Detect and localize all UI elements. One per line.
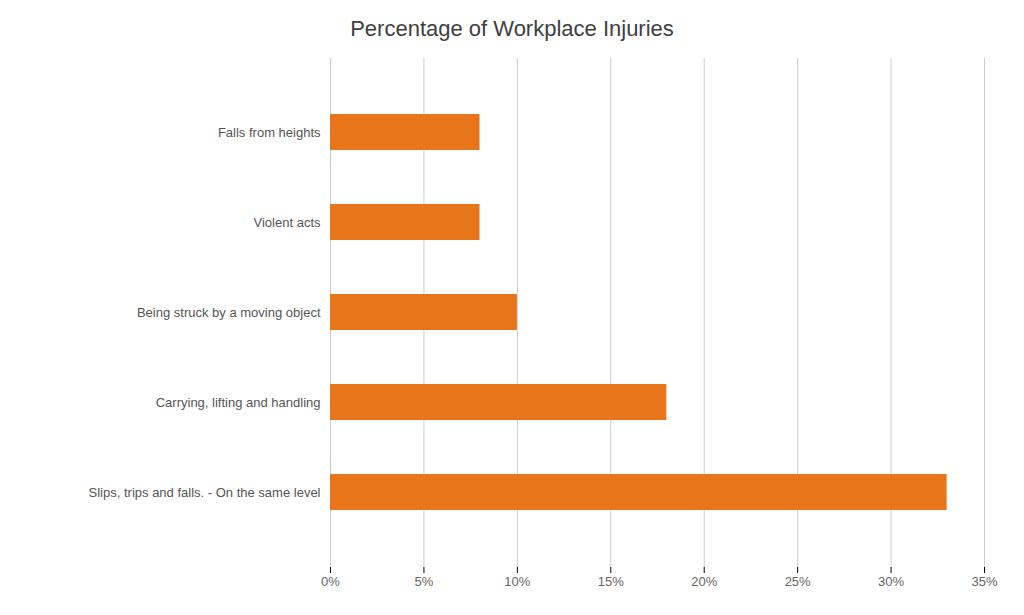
svg-text:Being struck by a moving objec: Being struck by a moving object [137,305,321,320]
svg-text:20%: 20% [691,574,717,589]
svg-text:Slips, trips and falls. - On t: Slips, trips and falls. - On the same le… [89,485,321,500]
svg-text:Carrying, lifting and handling: Carrying, lifting and handling [156,395,321,410]
svg-text:10%: 10% [504,574,530,589]
svg-text:15%: 15% [598,574,624,589]
svg-text:0%: 0% [321,574,340,589]
html-text:Percentage of Workplace Injuri: Percentage of Workplace Injuries [350,16,674,41]
svg-text:5%: 5% [415,574,434,589]
svg-text:25%: 25% [785,574,811,589]
svg-text:Violent acts: Violent acts [254,215,321,230]
svg-text:Falls from heights: Falls from heights [218,125,321,140]
svg-text:30%: 30% [878,574,904,589]
svg-text:35%: 35% [971,574,997,589]
